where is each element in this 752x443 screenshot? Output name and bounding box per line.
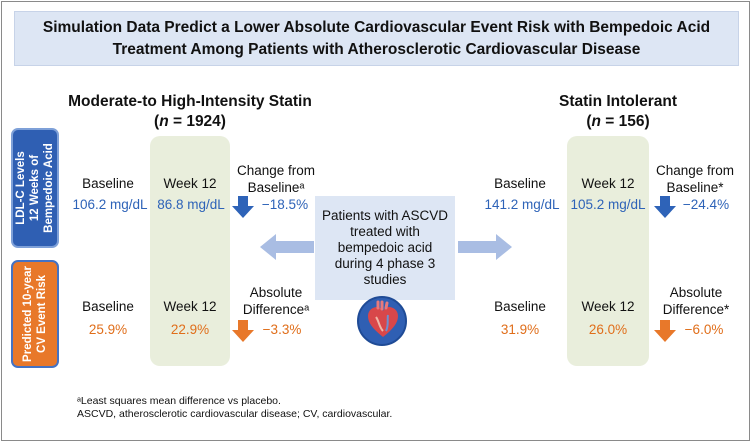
- left-group-title-text: Moderate-to High-Intensity Statin: [68, 93, 312, 110]
- left-cv-down-arrow-icon: [232, 320, 254, 342]
- left-cv-baseline-value: 25.9%: [88, 322, 128, 337]
- cv-side-line-2: CV Event Risk: [36, 275, 49, 353]
- left-cv-baseline-label: Baseline: [82, 299, 134, 314]
- heart-icon: [368, 300, 398, 337]
- right-group-n-label: n: [591, 113, 601, 130]
- right-group-n-value: = 156): [600, 113, 650, 130]
- cv-risk-side-label: Predicted 10-year CV Event Risk: [11, 260, 59, 368]
- title-line-1: Simulation Data Predict a Lower Absolute…: [42, 18, 711, 36]
- right-ldl-change-label: Change from Baseline*: [652, 162, 738, 196]
- right-cv-week12-value: 26.0%: [588, 322, 628, 337]
- ldl-side-label: LDL-C Levels 12 Weeks of Bempedoic Acid: [11, 128, 59, 248]
- right-group-title: Statin Intolerant (n = 156): [518, 92, 718, 132]
- right-ldl-baseline-label: Baseline: [494, 176, 546, 191]
- left-absdiff-line-1: Absolute: [249, 285, 303, 300]
- right-ldl-week12-label: Week 12: [581, 176, 635, 191]
- right-ldl-change-value: −24.4%: [682, 197, 730, 212]
- ldl-side-text: LDL-C Levels 12 Weeks of Bempedoic Acid: [14, 143, 56, 233]
- left-cv-absdiff-label: Absolute Differenceᵃ: [234, 284, 318, 318]
- right-absdiff-line-1: Absolute: [669, 285, 723, 300]
- left-ldl-change-value: −18.5%: [261, 197, 309, 212]
- left-cv-week12-label: Week 12: [163, 299, 217, 314]
- right-pointing-arrow-icon: [458, 234, 512, 260]
- center-line-4: during 4 phase 3: [334, 256, 436, 271]
- center-line-1: Patients with ASCVD: [321, 208, 449, 223]
- right-group-n-open: (: [586, 113, 592, 130]
- left-ldl-week12-value: 86.8 mg/dL: [157, 197, 225, 212]
- right-cv-week12-label: Week 12: [581, 299, 635, 314]
- left-ldl-week12-label: Week 12: [163, 176, 217, 191]
- left-change-line-2: Baselineᵃ: [247, 180, 305, 195]
- left-group-title: Moderate-to High-Intensity Statin (n = 1…: [50, 92, 330, 132]
- heart-icon-circle: [357, 296, 407, 346]
- left-ldl-change-label: Change from Baselineᵃ: [234, 162, 318, 196]
- right-absdiff-line-2: Difference*: [662, 302, 730, 317]
- center-line-5: studies: [363, 272, 407, 287]
- cv-side-text: Predicted 10-year CV Event Risk: [21, 266, 49, 362]
- patients-center-box: Patients with ASCVD treated with bempedo…: [315, 196, 455, 300]
- right-ldl-baseline-value: 141.2 mg/dL: [484, 197, 560, 212]
- right-ldl-week12-value: 105.2 mg/dL: [570, 197, 646, 212]
- left-change-line-1: Change from: [236, 163, 316, 178]
- center-line-3: bempedoic acid: [337, 240, 433, 255]
- left-pointing-arrow-icon: [260, 234, 314, 260]
- right-change-line-2: Baseline*: [666, 180, 724, 195]
- left-group-n-label: n: [159, 113, 169, 130]
- left-week12-column: [150, 136, 230, 366]
- left-group-n-value: = 1924): [168, 113, 226, 130]
- center-line-2: treated with: [350, 224, 420, 239]
- title-line-2: Treatment Among Patients with Atheroscle…: [112, 40, 641, 58]
- left-cv-week12-value: 22.9%: [170, 322, 210, 337]
- figure-title: Simulation Data Predict a Lower Absolute…: [14, 11, 739, 66]
- left-ldl-down-arrow-icon: [232, 196, 254, 218]
- left-absdiff-line-2: Differenceᵃ: [242, 302, 310, 317]
- right-cv-absdiff-label: Absolute Difference*: [652, 284, 740, 318]
- right-cv-change-value: −6.0%: [684, 322, 724, 337]
- center-box-text: Patients with ASCVD treated with bempedo…: [322, 208, 448, 288]
- right-cv-baseline-value: 31.9%: [500, 322, 540, 337]
- right-change-line-1: Change from: [655, 163, 735, 178]
- ldl-side-line-1: LDL-C Levels: [15, 151, 27, 225]
- right-ldl-down-arrow-icon: [654, 196, 676, 218]
- ldl-side-line-3: Bempedoic Acid: [43, 143, 55, 233]
- left-group-n: (n = 1924): [50, 112, 330, 132]
- right-cv-baseline-label: Baseline: [494, 299, 546, 314]
- left-group-n-open: (: [154, 113, 160, 130]
- footnotes: ᵃLeast squares mean difference vs placeb…: [77, 395, 392, 421]
- ldl-side-line-2: 12 Weeks of: [29, 154, 41, 222]
- right-week12-column: [567, 136, 649, 366]
- left-ldl-baseline-value: 106.2 mg/dL: [72, 197, 148, 212]
- left-ldl-baseline-label: Baseline: [82, 176, 134, 191]
- right-group-n: (n = 156): [518, 112, 718, 132]
- right-group-title-text: Statin Intolerant: [559, 93, 677, 110]
- cv-side-line-1: Predicted 10-year: [22, 266, 35, 362]
- footnote-1: ᵃLeast squares mean difference vs placeb…: [77, 395, 281, 407]
- right-cv-down-arrow-icon: [654, 320, 676, 342]
- footnote-2: ASCVD, atherosclerotic cardiovascular di…: [77, 408, 393, 420]
- left-cv-change-value: −3.3%: [262, 322, 302, 337]
